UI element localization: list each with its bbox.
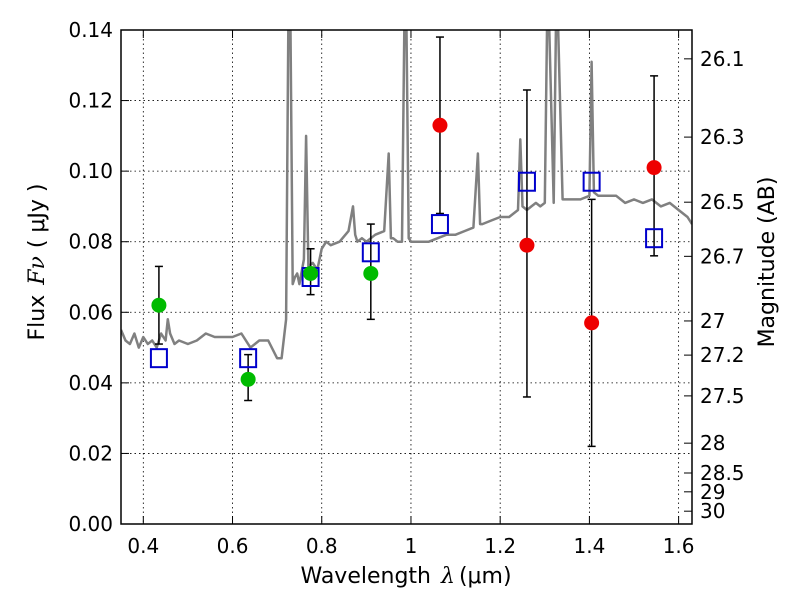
mag-tick-label: 26.3 <box>700 125 745 149</box>
y-tick-label: 0.02 <box>68 441 113 465</box>
spectrum-line <box>121 30 692 360</box>
y-axis-label: FluxFν( μJy ) <box>25 183 50 340</box>
observed-flux-marker <box>646 160 662 176</box>
y2-axis-label: Magnitude (AB) <box>755 177 780 348</box>
plot-area <box>121 30 692 448</box>
model-flux-marker <box>430 214 449 235</box>
x-tick-label: 0.4 <box>127 534 159 558</box>
observed-flux-marker <box>151 297 167 313</box>
y-tick-label: 0.06 <box>68 300 113 324</box>
x-tick-label: 0.6 <box>217 534 249 558</box>
x-tick-label: 1.6 <box>663 534 695 558</box>
grid <box>121 30 692 524</box>
observed-flux-marker <box>240 371 256 387</box>
model-flux-marker <box>361 242 380 263</box>
y-tick-label: 0.08 <box>68 230 113 254</box>
y-tick-label: 0.14 <box>68 18 113 42</box>
observed-flux-marker <box>519 237 535 253</box>
mag-tick-label: 30 <box>700 499 725 523</box>
observed-flux-marker <box>363 265 379 281</box>
x-tick-label: 0.8 <box>306 534 338 558</box>
mag-tick-label: 27.2 <box>700 343 745 367</box>
y-tick-label: 0.12 <box>68 89 113 113</box>
x-axis-label: Wavelength λ (μm) <box>300 564 511 589</box>
mag-tick-label: 28 <box>700 431 725 455</box>
mag-tick-label: 26.1 <box>700 47 745 71</box>
plot-frame <box>120 29 693 525</box>
x-tick-label: 1.4 <box>573 534 605 558</box>
observed-flux-marker <box>303 265 319 281</box>
model-flux-marker <box>582 171 601 192</box>
mag-tick-label: 27.5 <box>700 384 745 408</box>
observed-flux-marker <box>584 315 600 331</box>
y-tick-label: 0.04 <box>68 371 113 395</box>
observed-flux-marker <box>432 117 448 133</box>
x-tick-label: 1.2 <box>484 534 516 558</box>
mag-tick-label: 26.5 <box>700 190 745 214</box>
model-flux-marker <box>239 348 258 369</box>
model-flux-marker <box>149 348 168 369</box>
mag-tick-label: 27 <box>700 309 725 333</box>
model-flux-marker <box>517 171 536 192</box>
model-flux-marker <box>645 228 664 249</box>
mag-tick-label: 29 <box>700 480 725 504</box>
ticks: 0.4 0.6 0.8 1 1.2 1.4 1.6 0.00 0.02 0.04 0.06 0.08 0… <box>68 18 744 558</box>
y-tick-label: 0.10 <box>68 159 113 183</box>
x-tick-label: 1 <box>405 534 418 558</box>
mag-tick-label: 28.5 <box>700 461 745 485</box>
y-tick-label: 0.00 <box>68 512 113 536</box>
mag-tick-label: 26.7 <box>700 244 745 268</box>
